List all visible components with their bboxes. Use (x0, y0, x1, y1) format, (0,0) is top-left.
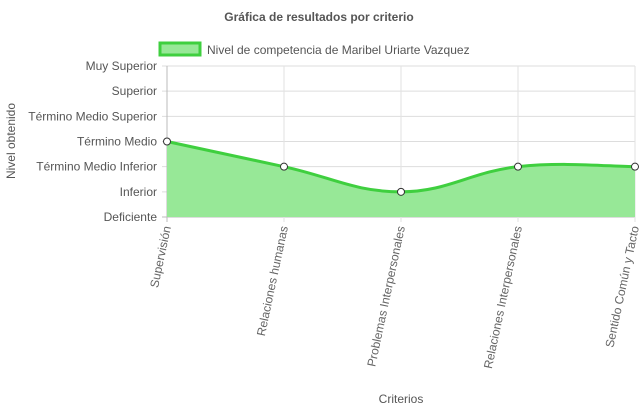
data-point (163, 137, 171, 146)
x-tick-label: Sentido Común y Tacto (602, 224, 639, 348)
y-axis-title: Nivel obtenido (4, 103, 18, 179)
y-tick-label: Término Medio Superior (28, 109, 157, 123)
y-tick-label: Superior (112, 84, 157, 98)
legend-label: Nivel de competencia de Maribel Uriarte … (207, 43, 470, 57)
series-layer (163, 137, 639, 217)
y-tick-label: Inferior (120, 185, 157, 199)
y-tick-label: Deficiente (104, 210, 158, 224)
legend[interactable]: Nivel de competencia de Maribel Uriarte … (158, 41, 470, 57)
data-point (280, 162, 288, 171)
data-point (397, 187, 405, 196)
x-tick-label: Relaciones humanas (254, 225, 291, 338)
x-axis-title: Criterios (379, 392, 424, 406)
y-tick-label: Muy Superior (86, 59, 157, 73)
x-tick-label: Relaciones Interpersonales (481, 225, 525, 370)
x-axis-ticks: Supervisión Relaciones humanas Problemas I… (147, 224, 639, 369)
data-point (631, 162, 639, 171)
chart-title: Gráfica de resultados por criterio (224, 10, 413, 24)
y-tick-label: Término Medio (77, 135, 157, 149)
y-tick-label: Término Medio Inferior (36, 160, 157, 174)
series-area (167, 141, 635, 217)
data-point (514, 162, 522, 171)
y-axis-ticks: Deficiente Inferior Término Medio Inferior… (28, 59, 157, 224)
legend-swatch (158, 41, 202, 57)
x-tick-label: Supervisión (147, 225, 174, 289)
x-tick-label: Problemas Interpersonales (364, 225, 408, 368)
